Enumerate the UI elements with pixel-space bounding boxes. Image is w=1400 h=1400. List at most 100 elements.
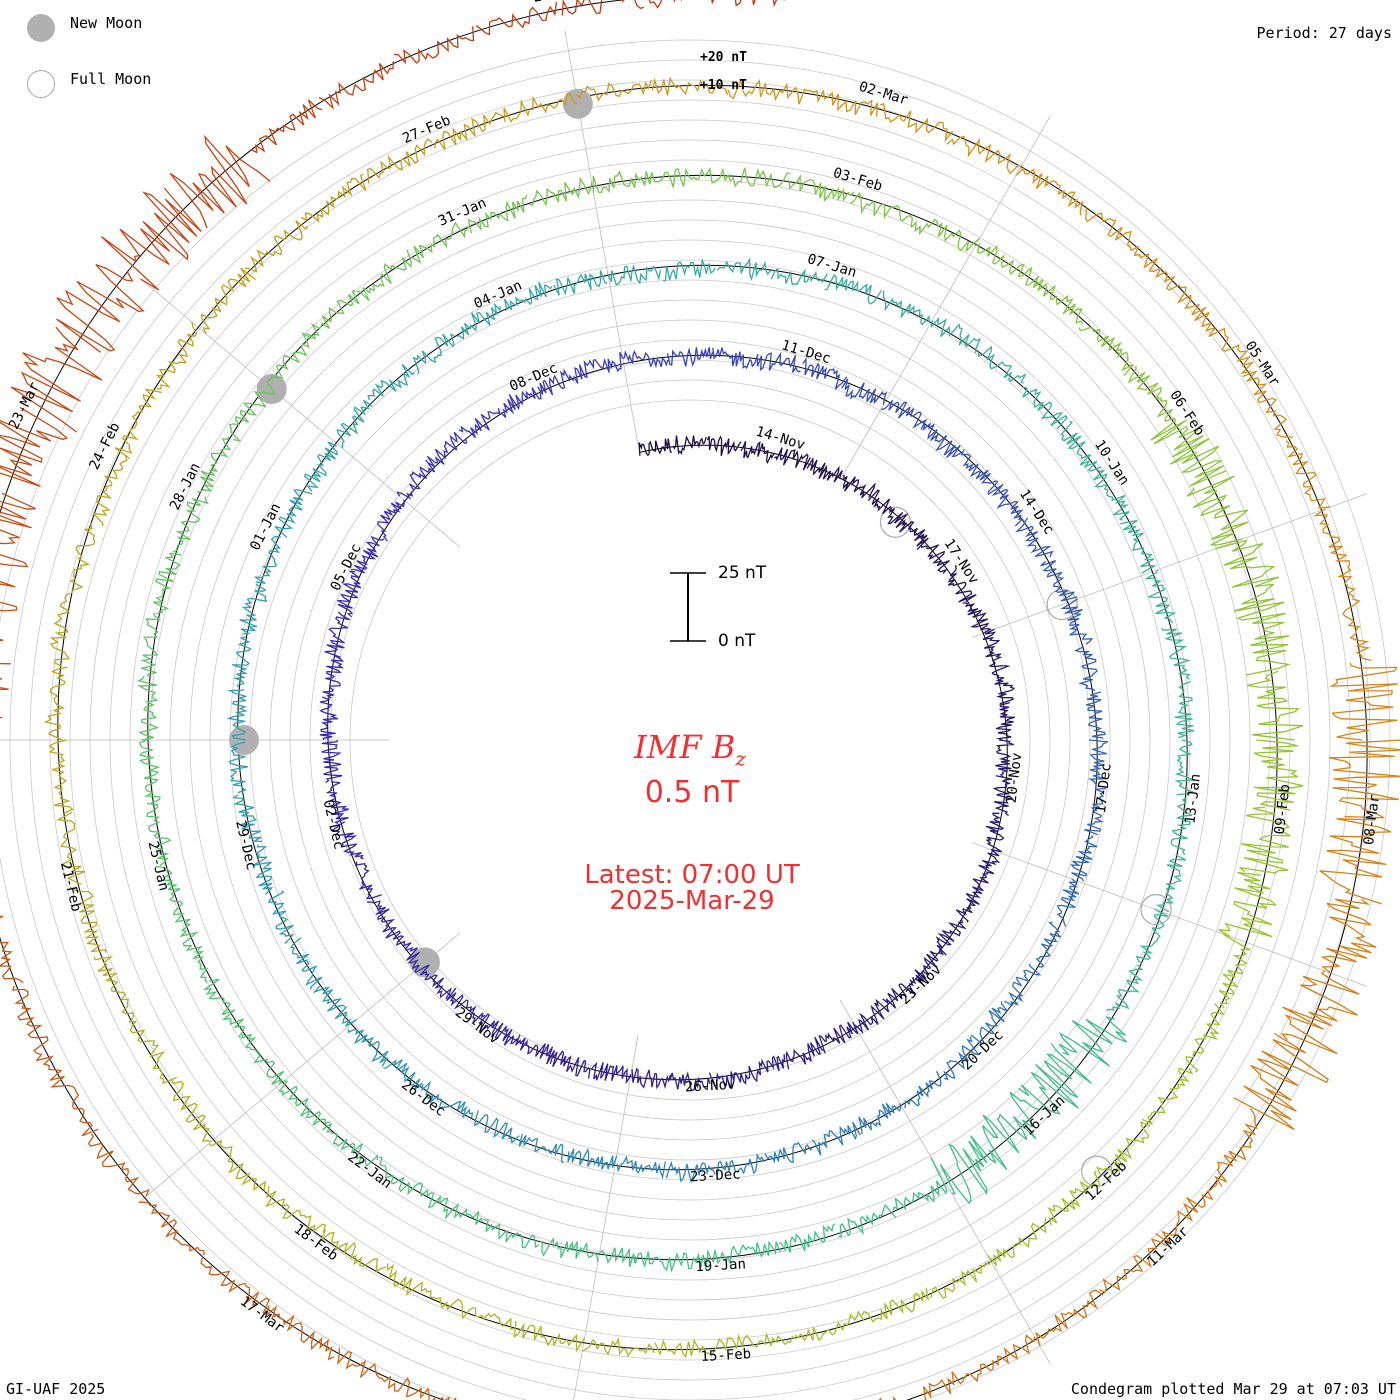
bz-trace-segment (977, 345, 1027, 384)
bz-trace-segment (1070, 835, 1098, 882)
bz-trace-segment (278, 1080, 330, 1126)
bz-trace-segment (841, 378, 888, 405)
bz-trace-segment (722, 167, 790, 189)
bz-trace-segment (972, 849, 1001, 886)
bz-trace-segment (716, 1153, 765, 1176)
bz-trace-segment (955, 885, 984, 923)
grid-ring (0, 39, 1391, 1400)
bz-trace-segment (445, 1298, 514, 1330)
bz-trace-segment (1233, 1032, 1329, 1130)
bz-trace-segment (445, 987, 486, 1024)
bz-trace-segment (1088, 739, 1109, 787)
bz-trace-segment (140, 612, 162, 677)
bz-trace-segment (663, 258, 716, 282)
bz-trace-segment (804, 89, 879, 117)
date-label: 26-Dec (398, 1077, 448, 1120)
date-label: 19-Jan (695, 1256, 746, 1275)
bz-trace-segment (1127, 365, 1177, 423)
bz-trace-segment (1155, 1181, 1218, 1245)
bz-trace-segment (303, 441, 338, 492)
new-moon-icon (27, 14, 55, 42)
bz-trace-segment (1135, 908, 1169, 965)
bz-trace-segment (734, 0, 778, 8)
bz-trace-segment (232, 794, 263, 843)
bz-trace-segment (756, 351, 801, 373)
zero-baseline-spiral (0, 0, 1368, 1400)
bz-trace-segment (716, 257, 772, 281)
bz-trace-segment (882, 976, 917, 1009)
bz-trace-segment (1247, 670, 1304, 741)
bz-trace-segment (992, 775, 1013, 817)
bz-trace-segment (196, 436, 232, 494)
bz-trace-segment (894, 513, 929, 551)
bz-trace-segment (379, 1156, 429, 1198)
date-label: 24-Feb (86, 420, 123, 472)
bz-trace-segment (854, 998, 890, 1035)
bz-trace-segment (1028, 276, 1083, 325)
bz-trace-segment (1141, 1067, 1194, 1126)
bz-trace-segment (1056, 878, 1080, 927)
bz-trace-segment (879, 103, 954, 143)
date-label: 15-Feb (700, 1346, 751, 1365)
bz-trace-segment (970, 1001, 1008, 1045)
date-label: 29-Nov (452, 1005, 502, 1048)
bz-trace-segment (228, 389, 276, 443)
bz-trace-segment (1106, 964, 1144, 1012)
bz-trace-segment (1098, 1238, 1168, 1294)
bz-trace-segment (320, 1229, 387, 1273)
bz-trace-segment (336, 399, 373, 449)
bz-trace-segment (1015, 166, 1084, 216)
bz-trace-segment (778, 1223, 836, 1253)
bz-trace-segment (305, 289, 360, 340)
scale-bar (670, 572, 706, 642)
bz-trace-segment (985, 812, 1005, 853)
bz-trace-segment (0, 406, 69, 488)
bz-trace-segment (11, 985, 55, 1066)
bz-trace-segment (244, 220, 308, 273)
date-label: 13-Jan (1182, 773, 1204, 825)
full-moon-icon (27, 70, 55, 98)
bz-trace-segment (1285, 440, 1331, 509)
bz-trace-segment (351, 535, 385, 574)
bz-trace-segment (651, 76, 729, 96)
bz-trace-segment (672, 435, 707, 455)
date-label: 26-Nov (684, 1077, 735, 1096)
bz-trace-segment (724, 1332, 796, 1351)
bz-trace-segment (811, 1121, 861, 1156)
bz-trace-segment (802, 357, 848, 390)
bz-trace-segment (552, 1050, 591, 1079)
latest-date: 2025-Mar-29 (609, 886, 775, 916)
bz-trace-segment (960, 449, 999, 485)
bz-trace-segment (1085, 691, 1107, 739)
bz-trace-segment (920, 544, 950, 574)
date-label: 12-Feb (1082, 1158, 1130, 1204)
bz-trace-segment (200, 1256, 271, 1314)
bz-trace-segment (324, 611, 351, 658)
bz-trace-segment (515, 1034, 556, 1065)
bz-trace-segment (995, 701, 1016, 741)
bz-trace-segment (319, 696, 339, 741)
bz-trace-segment (991, 664, 1016, 705)
bz-trace-segment (426, 1191, 483, 1225)
bz-trace-segment (69, 886, 107, 953)
bz-trace-segment (719, 1240, 781, 1266)
bz-trace-segment (770, 267, 828, 286)
bz-trace-segment (930, 317, 981, 354)
full-moon-marker (1140, 894, 1172, 926)
bz-trace-segment (712, 347, 759, 370)
period-label: Period: 27 days (1256, 24, 1392, 42)
bz-trace-segment (1018, 1042, 1092, 1115)
bz-trace-segment (861, 1287, 930, 1323)
bz-trace-segment (914, 948, 945, 985)
bz-trace-segment (748, 1054, 786, 1083)
bz-trace-segment (1186, 475, 1249, 546)
bz-trace-segment (910, 218, 980, 252)
grid-spoke (138, 932, 461, 1204)
bz-trace-segment (232, 636, 252, 688)
bz-trace-segment (1239, 806, 1291, 874)
bz-trace-segment (892, 1156, 948, 1211)
bz-trace-segment (665, 1160, 716, 1184)
bz-trace-segment (1218, 933, 1251, 1009)
bz-trace-segment (740, 440, 776, 465)
bz-trace-segment (785, 1036, 825, 1070)
